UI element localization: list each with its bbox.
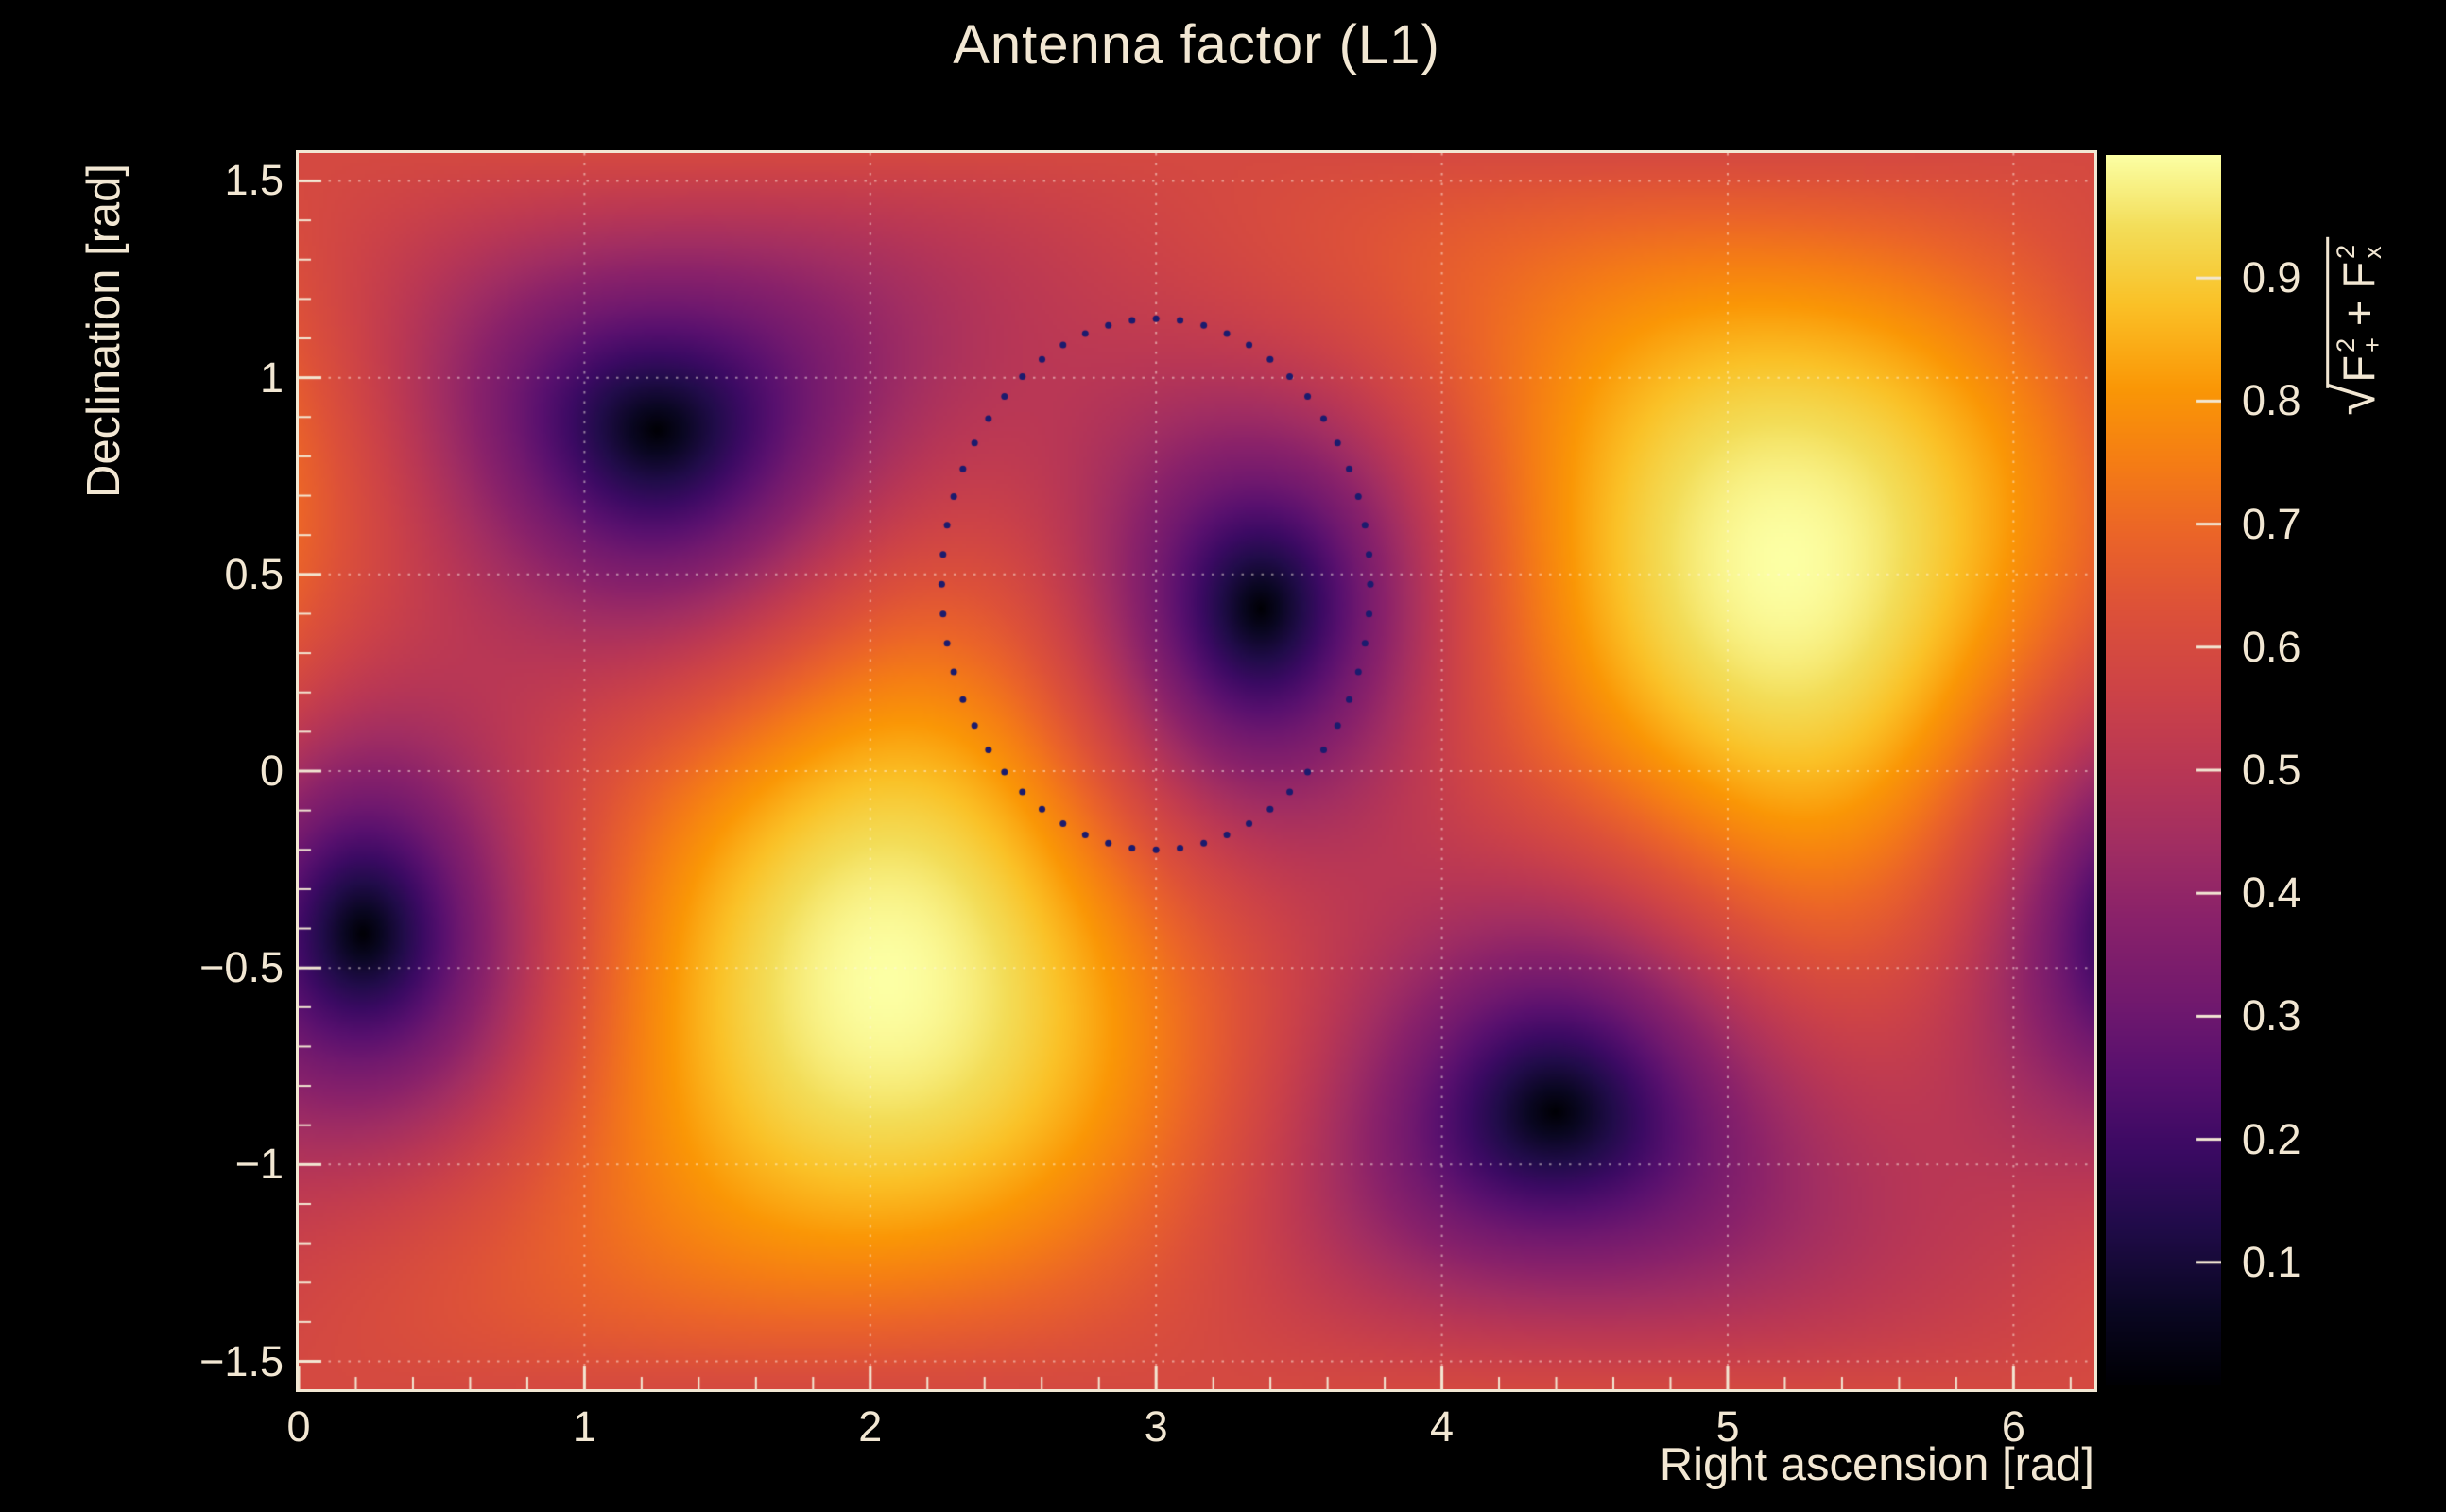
colorbar-tick-label: 0.7 [2242,499,2301,548]
colorbar-tick-label: 0.5 [2242,746,2301,794]
fcross-sup: 2 [2331,244,2361,259]
x-tick-label: 4 [1430,1402,1455,1451]
chart-title: Antenna factor (L1) [953,14,1440,76]
y-tick-label: −1 [234,1140,284,1189]
x-tick-label: 0 [286,1402,311,1451]
y-tick-label: −1.5 [199,1336,284,1385]
fcross-sub: x [2357,246,2387,259]
x-tick-label: 5 [1715,1402,1740,1451]
colorbar [2106,155,2221,1385]
y-tick-label: 0 [259,747,284,795]
y-tick-label: 1.5 [224,156,284,205]
x-tick-label: 2 [858,1402,883,1451]
y-tick-label: −0.5 [199,943,284,992]
colorbar-tick-label: 0.4 [2242,868,2301,918]
x-tick-label: 6 [2001,1402,2025,1451]
plus-sign: + [2334,300,2385,326]
colorbar-tick-label: 0.8 [2242,376,2301,425]
fplus-base: F [2334,354,2385,383]
colorbar-canvas [2106,155,2221,1385]
colorbar-tick-label: 0.6 [2242,622,2301,671]
sqrt-radicand: F 2 + + F 2 x [2326,236,2387,388]
colorbar-axis-title: √ F 2 + + F 2 x [2266,104,2446,548]
y-tick-label: 1 [259,352,284,402]
x-tick-label: 1 [572,1402,596,1451]
colorbar-tick-label: 0.9 [2242,253,2301,302]
fplus-sub: + [2357,336,2387,352]
y-axis-title: Declination [rad] [78,163,129,499]
x-tick-label: 3 [1144,1402,1168,1451]
colorbar-axis-title-text: √ F 2 + + F 2 x [2323,236,2388,416]
y-tick-label: 0.5 [224,549,284,598]
fcross-base: F [2334,261,2385,289]
colorbar-tick-label: 0.1 [2242,1237,2301,1286]
fplus-supsub: 2 + [2331,336,2387,352]
plot-overlay-canvas [299,153,2094,1389]
colorbar-tick-label: 0.3 [2242,991,2301,1040]
fplus-sup: 2 [2331,337,2361,352]
plot-area [299,153,2094,1389]
colorbar-tick-label: 0.2 [2242,1114,2301,1163]
x-axis-title: Right ascension [rad] [1659,1439,2094,1490]
